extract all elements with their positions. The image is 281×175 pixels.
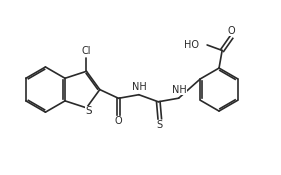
Text: HO: HO	[184, 40, 200, 50]
Text: S: S	[157, 120, 163, 130]
Text: O: O	[115, 116, 122, 126]
Text: Cl: Cl	[82, 46, 91, 57]
Text: S: S	[85, 106, 92, 116]
Text: O: O	[228, 26, 235, 36]
Text: NH: NH	[172, 85, 187, 96]
Text: NH: NH	[132, 82, 147, 92]
